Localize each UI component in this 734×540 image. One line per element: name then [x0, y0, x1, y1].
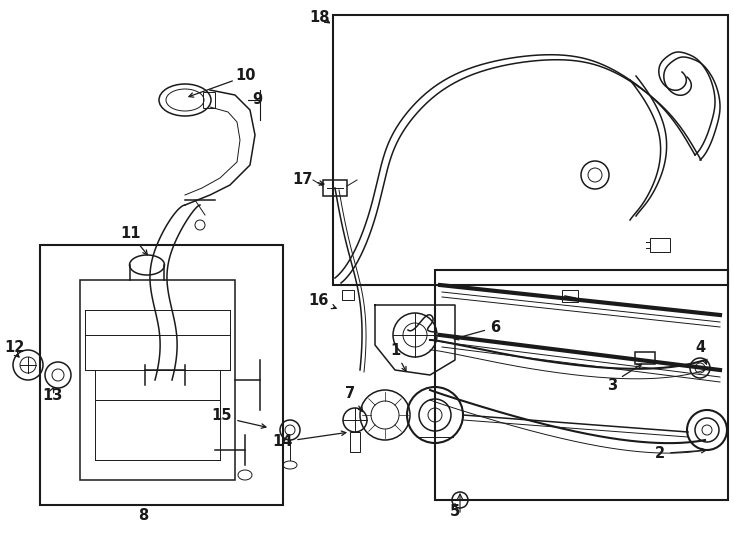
Text: 2: 2: [655, 446, 706, 461]
Text: 9: 9: [252, 92, 262, 107]
Bar: [40, 245, 283, 505]
Bar: [562, 290, 578, 302]
Bar: [650, 238, 670, 252]
Bar: [350, 432, 360, 452]
Text: 6: 6: [454, 320, 500, 340]
Text: 4: 4: [695, 340, 707, 364]
Text: 11: 11: [120, 226, 148, 255]
Bar: [323, 180, 347, 196]
Text: 14: 14: [272, 435, 292, 449]
Text: 13: 13: [42, 388, 62, 402]
Bar: [635, 352, 655, 364]
Text: 18: 18: [310, 10, 330, 25]
Text: 1: 1: [390, 343, 406, 372]
Bar: [203, 92, 215, 108]
Text: 12: 12: [5, 341, 25, 355]
Text: 16: 16: [308, 293, 336, 308]
Text: 8: 8: [138, 508, 148, 523]
Text: 7: 7: [345, 386, 363, 411]
Text: 17: 17: [293, 172, 313, 187]
Text: 10: 10: [235, 68, 255, 83]
Bar: [80, 280, 235, 480]
Text: 3: 3: [607, 377, 617, 393]
Text: 15: 15: [211, 408, 232, 422]
Bar: [435, 270, 728, 500]
Bar: [342, 290, 354, 300]
Bar: [333, 15, 728, 285]
Text: 5: 5: [450, 504, 460, 519]
